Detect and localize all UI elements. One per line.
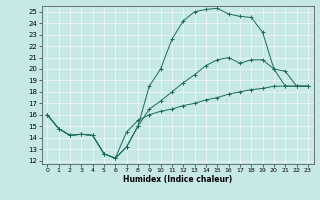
- X-axis label: Humidex (Indice chaleur): Humidex (Indice chaleur): [123, 175, 232, 184]
